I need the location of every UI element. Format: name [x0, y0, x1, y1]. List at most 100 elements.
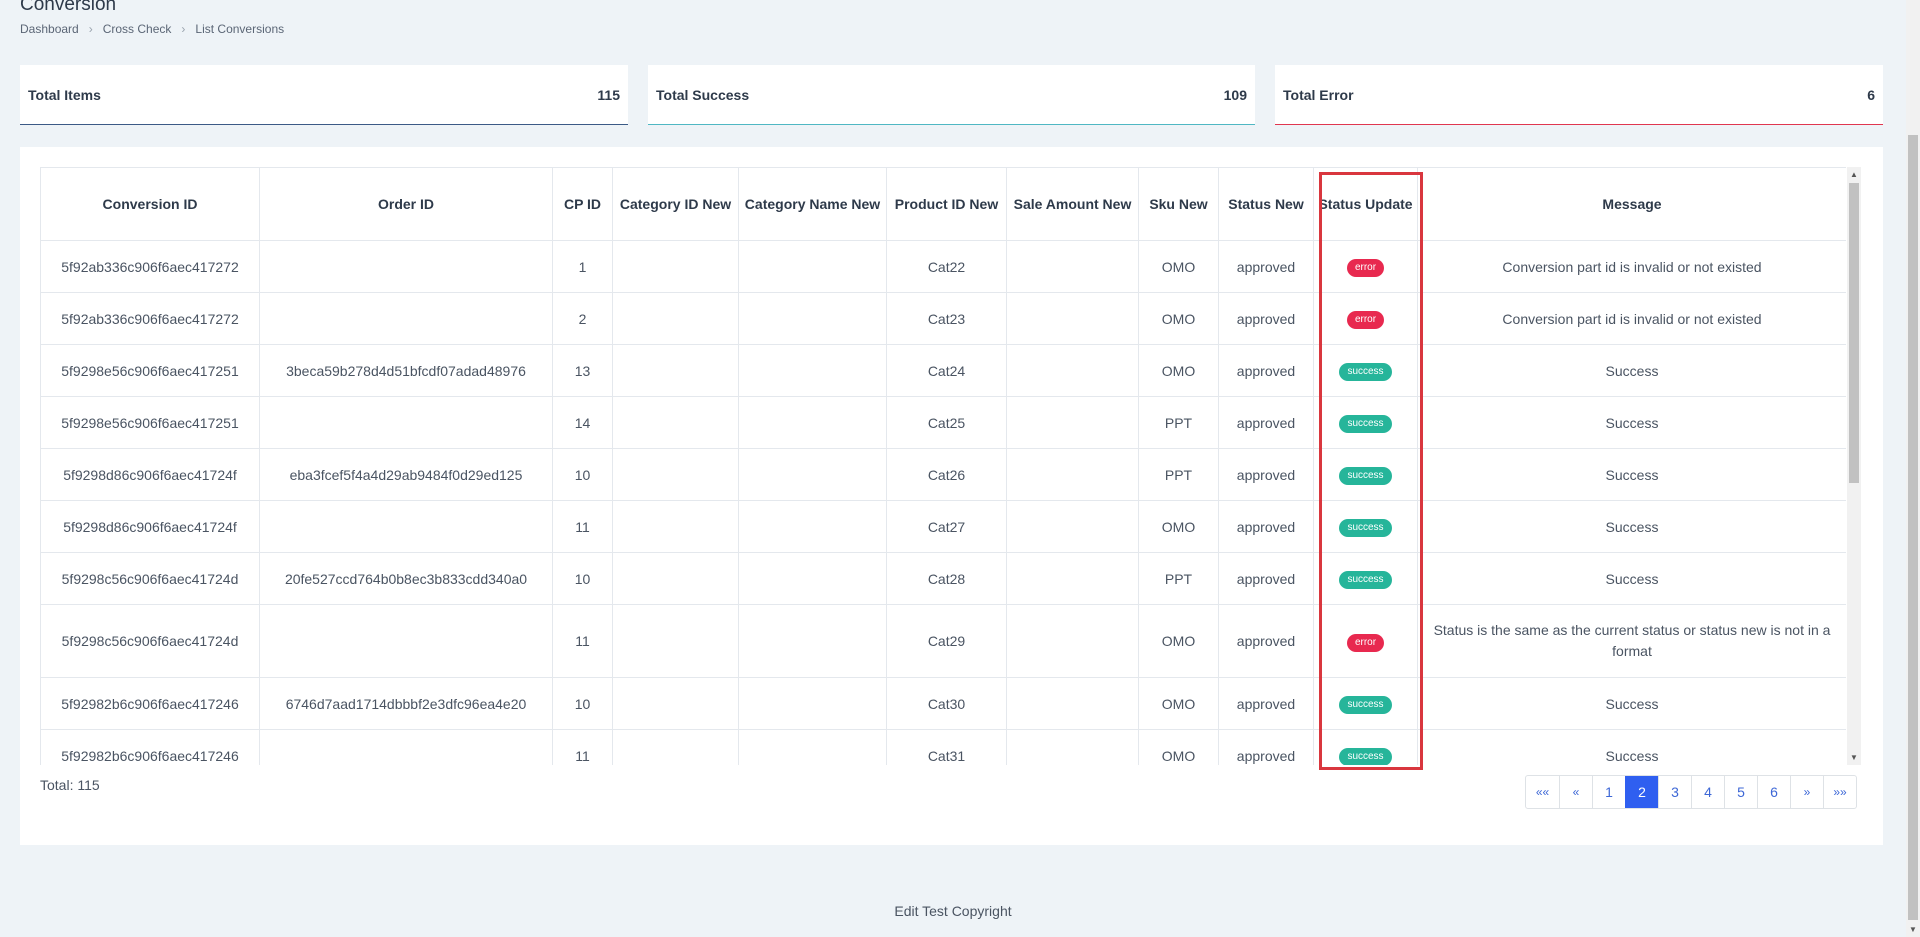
- cell-message: Success: [1417, 344, 1846, 397]
- breadcrumb-cross-check[interactable]: Cross Check: [102, 22, 172, 36]
- cell-message: Success: [1417, 552, 1846, 605]
- header-product-id-new: Product ID New: [886, 167, 1007, 241]
- cell-status-new: approved: [1218, 729, 1314, 765]
- page-button-3[interactable]: 3: [1658, 776, 1691, 808]
- page-first-button[interactable]: ««: [1535, 785, 1550, 799]
- cell-cp-id: 10: [552, 552, 613, 605]
- total-error-label: Total Error: [1283, 86, 1354, 103]
- table-scrollbar-thumb[interactable]: [1849, 183, 1859, 483]
- cell-product-id-new: Cat25: [886, 396, 1007, 449]
- scroll-up-icon[interactable]: ▲: [1850, 170, 1858, 179]
- cell-order-id: 20fe527ccd764b0b8ec3b833cdd340a0: [259, 552, 553, 605]
- pagination: «« « 1 2 3 4 5 6 » »»: [1525, 775, 1857, 809]
- cell-order-id: [259, 240, 553, 293]
- cell-product-id-new: Cat22: [886, 240, 1007, 293]
- table-scrollbar[interactable]: ▲ ▼: [1847, 167, 1861, 765]
- page-last-button[interactable]: »»: [1823, 776, 1856, 808]
- cell-status-update: success: [1313, 396, 1418, 449]
- cell-message: Status is the same as the current status…: [1417, 604, 1846, 678]
- total-success-label: Total Success: [656, 86, 750, 103]
- cell-status-new: approved: [1218, 396, 1314, 449]
- page-scrollbar[interactable]: ▼: [1906, 0, 1920, 937]
- table-scroll-area[interactable]: Conversion ID Order ID CP ID Category ID…: [40, 167, 1846, 765]
- status-badge: success: [1339, 362, 1392, 381]
- page-title: Conversion: [20, 0, 117, 15]
- table-body: 5f92ab336c906f6aec417272 1 Cat22 OMO approve…: [40, 240, 1846, 765]
- cell-category-id-new: [612, 240, 739, 293]
- cell-cp-id: 11: [552, 729, 613, 765]
- cell-category-name-new: [738, 344, 887, 397]
- header-status-update: Status Update: [1313, 167, 1418, 241]
- table-row: 5f9298d86c906f6aec41724f 11 Cat27 OMO approv…: [40, 500, 1846, 553]
- page-button-6[interactable]: 6: [1757, 776, 1790, 808]
- total-count: Total: 115: [40, 777, 100, 793]
- table-row: 5f9298d86c906f6aec41724f eba3fcef5f4a4d29…: [40, 448, 1846, 501]
- cell-sku-new: OMO: [1138, 240, 1219, 293]
- table-row: 5f9298c56c906f6aec41724d 20fe527ccd764b0b…: [40, 552, 1846, 605]
- cell-message: Success: [1417, 396, 1846, 449]
- header-conversion-id: Conversion ID: [40, 167, 260, 241]
- cell-status-new: approved: [1218, 292, 1314, 345]
- cell-sale-amount-new: [1006, 500, 1139, 553]
- cell-status-new: approved: [1218, 448, 1314, 501]
- cell-conversion-id: 5f9298c56c906f6aec41724d: [40, 552, 260, 605]
- status-badge: error: [1346, 634, 1385, 652]
- page-scrollbar-thumb[interactable]: [1908, 135, 1918, 920]
- cell-product-id-new: Cat31: [886, 729, 1007, 765]
- cell-status-update: error: [1313, 292, 1418, 345]
- page-button-5[interactable]: 5: [1724, 776, 1757, 808]
- page-next-button[interactable]: »: [1790, 776, 1823, 808]
- cell-category-name-new: [738, 396, 887, 449]
- cell-sale-amount-new: [1006, 344, 1139, 397]
- total-error-value: 6: [1867, 86, 1875, 103]
- cell-status-update: success: [1313, 448, 1418, 501]
- page-button-4[interactable]: 4: [1691, 776, 1724, 808]
- total-success-value: 109: [1223, 86, 1247, 103]
- breadcrumb-dashboard[interactable]: Dashboard: [20, 22, 79, 36]
- cell-category-name-new: [738, 604, 887, 678]
- cell-order-id: [259, 729, 553, 765]
- cell-message: Conversion part id is invalid or not exi…: [1417, 292, 1846, 345]
- cell-category-id-new: [612, 677, 739, 730]
- cell-sku-new: OMO: [1138, 500, 1219, 553]
- page-button-2[interactable]: 2: [1625, 776, 1658, 808]
- cell-conversion-id: 5f92ab336c906f6aec417272: [40, 240, 260, 293]
- cell-category-id-new: [612, 552, 739, 605]
- table-row: 5f9298e56c906f6aec417251 3beca59b278d4d51…: [40, 344, 1846, 397]
- cell-conversion-id: 5f92982b6c906f6aec417246: [40, 677, 260, 730]
- cell-order-id: [259, 604, 553, 678]
- cell-cp-id: 10: [552, 677, 613, 730]
- cell-sale-amount-new: [1006, 604, 1139, 678]
- scroll-down-icon[interactable]: ▼: [1850, 753, 1858, 762]
- cell-category-id-new: [612, 604, 739, 678]
- cell-category-id-new: [612, 344, 739, 397]
- header-category-name-new: Category Name New: [738, 167, 887, 241]
- cell-conversion-id: 5f9298c56c906f6aec41724d: [40, 604, 260, 678]
- page-prev-button[interactable]: «: [1559, 776, 1592, 808]
- cell-status-update: success: [1313, 677, 1418, 730]
- cell-category-name-new: [738, 729, 887, 765]
- cell-cp-id: 1: [552, 240, 613, 293]
- cell-product-id-new: Cat27: [886, 500, 1007, 553]
- status-badge: error: [1346, 310, 1385, 329]
- status-badge: success: [1339, 570, 1392, 589]
- table-row: 5f92ab336c906f6aec417272 1 Cat22 OMO approve…: [40, 240, 1846, 293]
- conversion-table-panel: Conversion ID Order ID CP ID Category ID…: [20, 147, 1883, 845]
- header-sku-new: Sku New: [1138, 167, 1219, 241]
- cell-sale-amount-new: [1006, 677, 1139, 730]
- table-row: 5f9298e56c906f6aec417251 14 Cat25 PPT approv…: [40, 396, 1846, 449]
- cell-status-new: approved: [1218, 240, 1314, 293]
- page-button-1[interactable]: 1: [1592, 776, 1625, 808]
- cell-category-name-new: [738, 240, 887, 293]
- cell-conversion-id: 5f9298e56c906f6aec417251: [40, 344, 260, 397]
- cell-cp-id: 11: [552, 500, 613, 553]
- status-badge: success: [1339, 518, 1392, 537]
- total-items-label: Total Items: [28, 86, 101, 103]
- cell-category-id-new: [612, 729, 739, 765]
- cell-category-id-new: [612, 448, 739, 501]
- header-message: Message: [1417, 167, 1846, 241]
- cell-sale-amount-new: [1006, 448, 1139, 501]
- scroll-down-icon[interactable]: ▼: [1909, 925, 1917, 934]
- cell-status-update: success: [1313, 729, 1418, 765]
- cell-product-id-new: Cat24: [886, 344, 1007, 397]
